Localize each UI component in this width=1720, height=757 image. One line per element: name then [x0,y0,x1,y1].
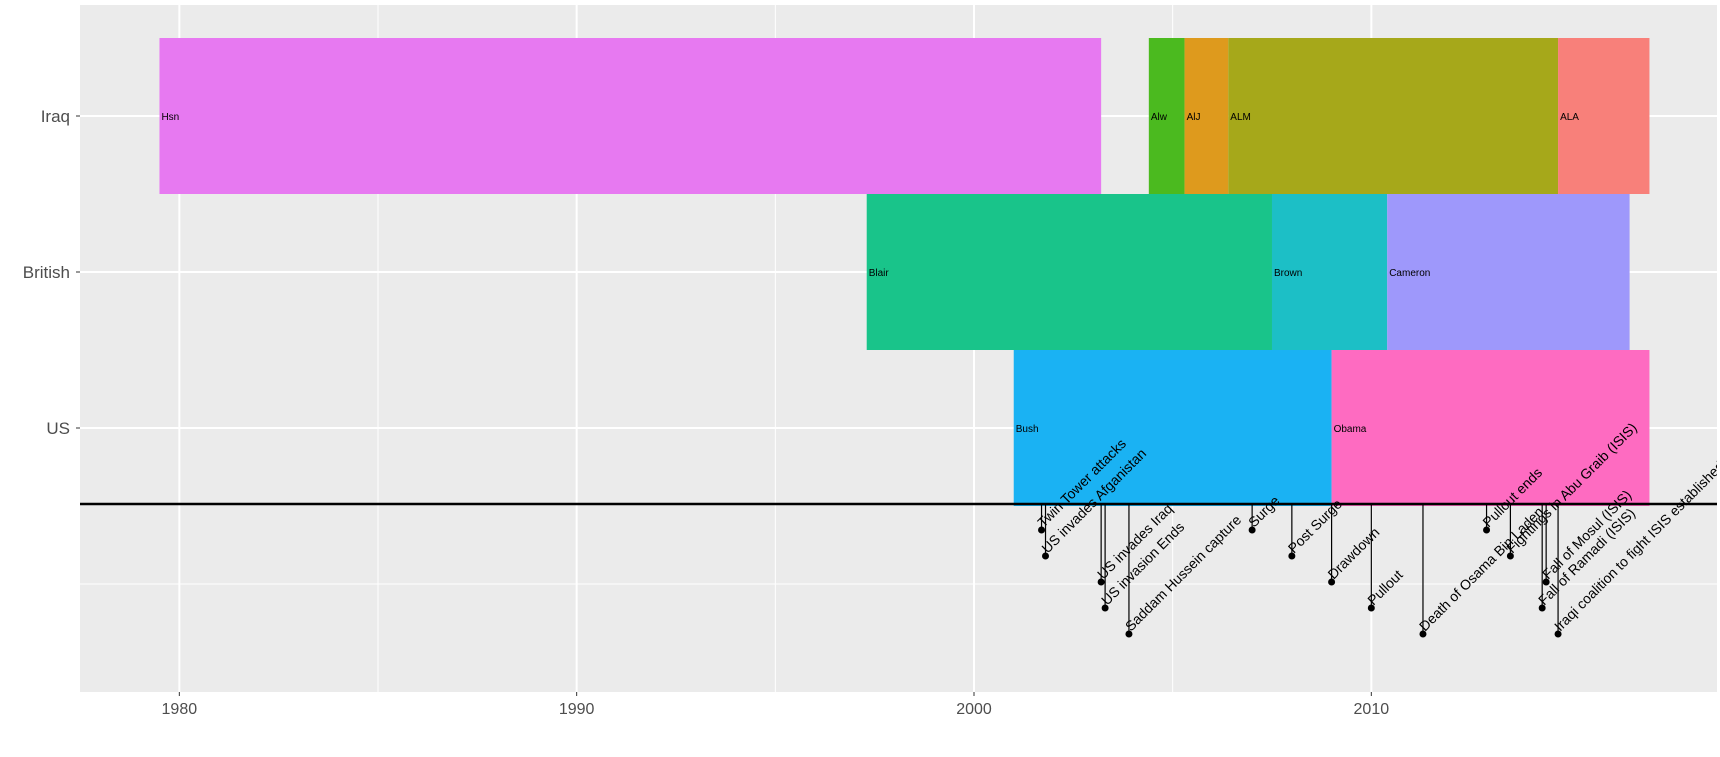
period-label: Blair [869,268,890,279]
period-bar-cameron [1387,194,1630,350]
period-bar-hsn [159,38,1102,194]
period-label: Alw [1151,112,1168,123]
period-label: Bush [1016,424,1039,435]
event-point [1483,526,1491,534]
event-point [1097,578,1105,586]
period-bar-bush [1013,350,1332,506]
period-label: AlJ [1187,112,1201,123]
event-point [1419,630,1427,638]
period-bar-blair [866,194,1272,350]
period-label: Brown [1274,268,1302,279]
period-label: ALM [1230,112,1251,123]
event-point [1554,630,1562,638]
row-label-iraq: Iraq [41,107,70,126]
x-tick-label: 2010 [1354,701,1390,718]
event-point [1367,604,1375,612]
row-label-british: British [23,263,70,282]
row-label-us: US [46,419,70,438]
x-axis-ticks: 1980 1990 2000 2010 [162,692,1390,718]
period-bar-obama [1331,350,1650,506]
period-label: Hsn [161,112,179,123]
event-point [1248,526,1256,534]
event-point [1038,526,1046,534]
period-bar-brown [1271,194,1388,350]
event-point [1125,630,1133,638]
period-bars: Hsn Alw AlJ ALM ALA Blair Brown Cameron Bush Obam… [159,38,1650,506]
event-point [1542,578,1550,586]
event-point [1101,604,1109,612]
period-bar-ala [1558,38,1650,194]
event-point [1328,578,1336,586]
event-point [1506,552,1514,560]
period-label: ALA [1560,112,1579,123]
x-tick-label: 2000 [956,701,992,718]
period-label: Obama [1334,424,1367,435]
row-labels: Iraq British US [23,107,80,438]
period-bar-alw [1148,38,1185,194]
event-point [1042,552,1050,560]
event-point [1538,604,1546,612]
period-bar-alm [1228,38,1559,194]
x-tick-label: 1980 [162,701,198,718]
x-tick-label: 1990 [559,701,595,718]
period-bar-alj [1184,38,1229,194]
period-label: Cameron [1389,268,1430,279]
event-point [1288,552,1296,560]
